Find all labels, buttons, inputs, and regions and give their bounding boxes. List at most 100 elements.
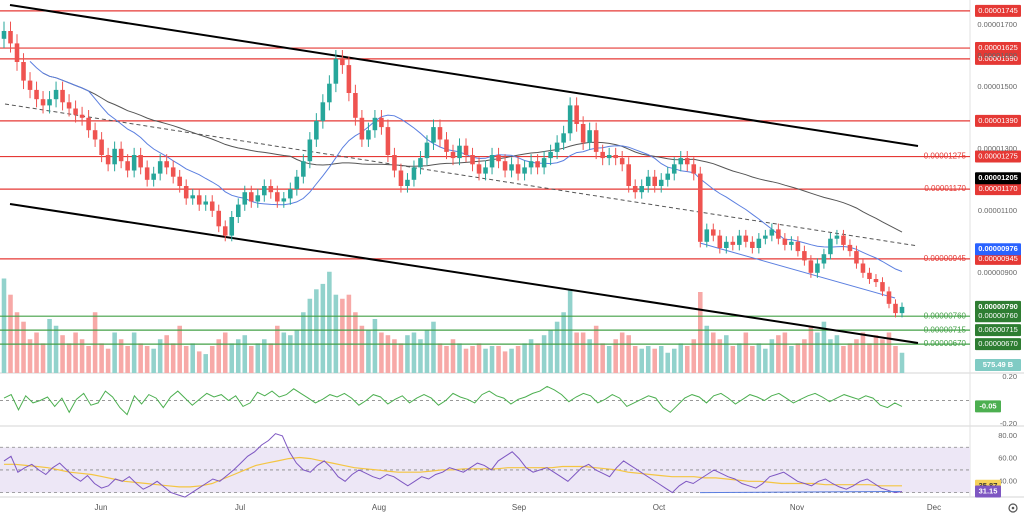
volume-bar: [118, 339, 124, 373]
candle: [567, 105, 573, 134]
candle: [893, 303, 898, 314]
price-axis-tick-label: 0.00000900: [977, 268, 1017, 277]
candle: [463, 145, 469, 155]
volume-bar: [112, 332, 117, 373]
resistance-price-label: 0.00000945: [978, 254, 1018, 263]
candle: [574, 105, 579, 124]
candle: [275, 192, 280, 202]
volume-bar: [60, 335, 65, 373]
volume-bar: [27, 339, 33, 373]
volume-bar: [34, 332, 39, 373]
candle: [314, 120, 319, 140]
volume-bar: [385, 335, 391, 373]
candle: [346, 65, 352, 93]
candle: [645, 176, 651, 186]
time-axis-tick-label: Sep: [512, 503, 527, 512]
volume-bar: [53, 325, 59, 373]
volume-bar: [463, 348, 469, 373]
candle: [652, 176, 658, 186]
volume-bar: [262, 339, 267, 373]
volume-bar: [750, 346, 755, 373]
volume-bar: [40, 343, 46, 373]
volume-bar: [593, 325, 599, 373]
candle: [658, 179, 664, 186]
volume-bar: [567, 289, 573, 373]
volume-bar: [157, 339, 163, 373]
volume-bar: [815, 332, 820, 373]
time-axis-tick-label: Dec: [927, 503, 941, 512]
rsi-ma-line: [4, 456, 902, 488]
volume-bar: [613, 339, 618, 373]
settings-gear-icon[interactable]: [1008, 503, 1018, 513]
candle: [170, 167, 176, 177]
candle: [248, 192, 254, 202]
candle: [79, 114, 85, 118]
candle: [502, 161, 508, 171]
candle: [411, 167, 417, 180]
resistance-price-label: 0.00001625: [978, 43, 1018, 52]
candle: [379, 117, 384, 128]
lower-trendline: [9, 203, 919, 344]
candle: [678, 158, 684, 165]
volume-bar: [717, 339, 723, 373]
candle: [632, 186, 638, 193]
volume-bar: [886, 332, 892, 373]
candle: [626, 164, 631, 186]
volume-bar: [678, 343, 684, 373]
candle: [353, 93, 358, 118]
volume-bar: [203, 354, 209, 373]
volume-bar: [255, 343, 261, 373]
candle: [899, 306, 905, 314]
candle: [157, 161, 163, 174]
volume-bar: [431, 321, 436, 373]
volume-bar: [574, 332, 579, 373]
slow-ma-value-label: 0.00001205: [978, 173, 1018, 182]
candle: [1, 31, 7, 39]
volume-bar: [235, 339, 241, 373]
support-line-label: 0.00000715: [924, 325, 967, 334]
volume-bar: [92, 312, 98, 373]
candle: [496, 155, 501, 162]
volume-bar: [229, 343, 235, 373]
resistance-price-badge: [975, 150, 1021, 163]
candle: [27, 80, 33, 90]
volume-bar: [346, 294, 352, 373]
candle: [880, 282, 885, 292]
volume-bar: [164, 335, 169, 373]
volume-bar: [1, 278, 7, 373]
candle: [613, 155, 618, 159]
volume-bar: [782, 332, 788, 373]
candle: [92, 130, 98, 140]
candle: [86, 117, 91, 131]
candle: [340, 58, 345, 66]
resistance-price-label: 0.00001590: [978, 54, 1018, 63]
volume-bar: [671, 348, 677, 373]
candle: [307, 139, 313, 162]
volume-bar: [125, 346, 130, 373]
candle: [14, 43, 20, 62]
volume-bar: [183, 346, 189, 373]
volume-bar: [301, 312, 306, 373]
resistance-price-badge: [975, 252, 1021, 265]
rsi-line: [3, 433, 903, 498]
candle: [372, 117, 378, 131]
candle: [164, 161, 169, 168]
candle: [73, 108, 78, 115]
candle: [489, 155, 495, 168]
candle: [60, 89, 65, 103]
volume-bar: [730, 346, 736, 373]
candle: [470, 155, 475, 165]
candle: [509, 164, 514, 171]
volume-bar: [457, 343, 462, 373]
volume-bar: [763, 348, 768, 373]
candle: [697, 173, 703, 242]
volume-bar: [737, 343, 742, 373]
candle: [53, 89, 59, 100]
candle: [587, 130, 592, 143]
candle: [711, 229, 716, 236]
candle: [737, 235, 742, 245]
volume-bar: [795, 343, 801, 373]
rsi-axis-tick-label: 80.00: [998, 431, 1017, 440]
volume-bar: [47, 319, 52, 373]
